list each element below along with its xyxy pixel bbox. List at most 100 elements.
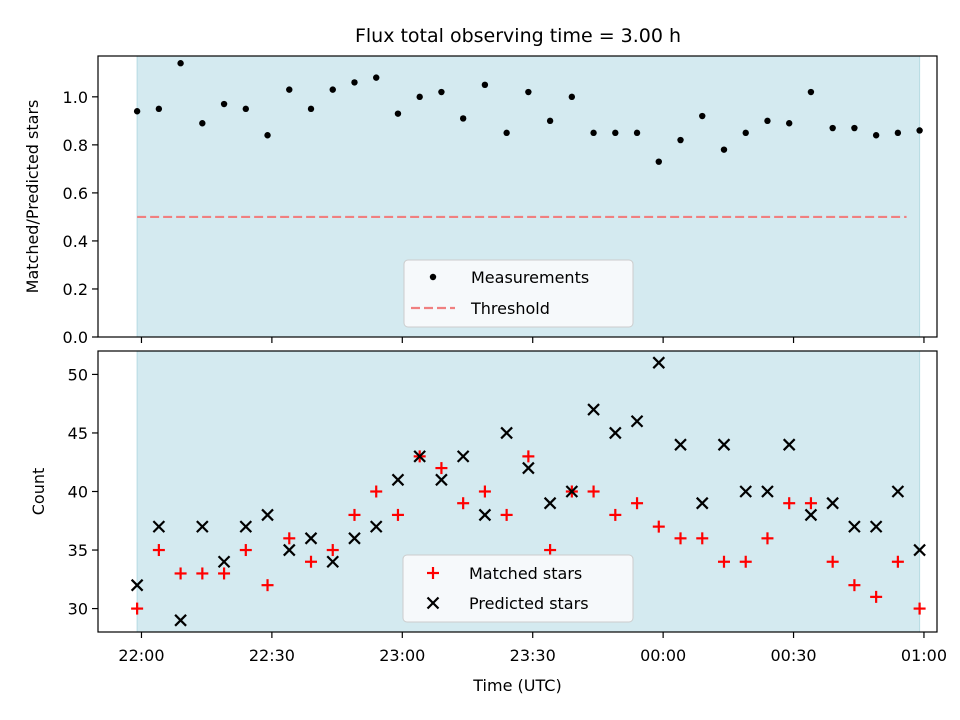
predicted-point: [674, 438, 687, 451]
predicted-point: [217, 555, 231, 569]
matched-point: [196, 567, 209, 580]
cross-stroke-b: [717, 438, 731, 451]
matched-point: [478, 485, 491, 498]
measurement-point: [894, 129, 902, 137]
predicted-point: [152, 520, 166, 533]
measurement-point: [546, 117, 554, 125]
x-tick-label: 22:00: [118, 646, 164, 665]
cross-stroke-b: [304, 532, 318, 545]
cross-stroke-b: [674, 438, 687, 451]
ratio-y-ticks: 0.0 0.2 0.4 0.6 0.8 1.0: [63, 88, 98, 347]
measurement-point: [568, 93, 576, 101]
cross-stroke-b: [587, 403, 600, 416]
predicted-point: [413, 450, 426, 463]
ratio-legend: Measurements Threshold: [403, 259, 634, 328]
measurement-point: [264, 132, 271, 139]
measurement-point: [459, 115, 467, 122]
matched-point: [739, 555, 752, 568]
measurement-point: [503, 129, 510, 137]
predicted-point: [348, 532, 361, 545]
predicted-point: [130, 578, 144, 592]
count-y-axis-label: Count: [29, 468, 48, 516]
x-tick-label: 22:30: [249, 646, 295, 665]
matched-point: [305, 555, 318, 568]
measurement-point: [720, 146, 728, 153]
count-y-tick-label: 45: [68, 424, 88, 443]
measurement-point: [916, 127, 923, 134]
matched-point: [652, 520, 665, 533]
legend-measurement-dot: [429, 273, 437, 281]
count-y-tick-label: 35: [68, 541, 88, 560]
predicted-point: [717, 438, 731, 451]
cross-stroke-b: [261, 508, 274, 522]
cross-stroke-b: [413, 450, 426, 463]
matched-point: [587, 485, 600, 498]
matched-point: [174, 567, 187, 580]
measurement-point: [220, 100, 228, 108]
predicted-point: [174, 614, 187, 627]
measurement-point: [438, 88, 445, 96]
predicted-point: [391, 473, 405, 487]
ratio-legend-box: [403, 259, 634, 328]
cross-stroke-b: [848, 520, 861, 533]
measurement-point: [133, 108, 141, 115]
predicted-point: [326, 555, 340, 569]
cross-stroke-b: [478, 508, 492, 522]
ratio-marks: [133, 60, 923, 219]
x-tick-label: 00:00: [640, 646, 686, 665]
measurement-point: [394, 110, 402, 117]
x-tick-label: 00:30: [770, 646, 816, 665]
measurement-point: [699, 112, 706, 120]
cross-stroke-b: [826, 496, 839, 510]
predicted-point: [435, 473, 448, 487]
measurement-point: [351, 79, 358, 86]
measurement-point: [590, 129, 597, 137]
predicted-point: [500, 426, 513, 440]
predicted-point: [869, 520, 883, 533]
matched-point: [870, 590, 883, 603]
measurement-point: [286, 86, 293, 93]
measurement-point: [373, 74, 380, 81]
predicted-point: [891, 485, 905, 498]
measurement-point: [872, 132, 880, 139]
cross-stroke-b: [369, 520, 383, 533]
predicted-point: [782, 438, 796, 451]
cross-stroke-b: [630, 414, 644, 428]
predicted-point: [282, 543, 296, 557]
measurement-point: [851, 124, 858, 132]
predicted-point: [848, 520, 861, 533]
legend-predicted-label: Predicted stars: [469, 594, 589, 613]
predicted-point: [196, 520, 209, 533]
ratio-y-tick-label: 0.2: [63, 280, 88, 299]
measurement-point: [633, 129, 641, 137]
legend-predicted-marker: [426, 596, 440, 610]
predicted-point: [304, 532, 318, 545]
cross-stroke-b: [348, 532, 361, 545]
matched-point: [674, 532, 687, 545]
matched-point: [696, 532, 709, 545]
ratio-axes-frame: [97, 55, 938, 338]
cross-stroke-b: [391, 473, 405, 487]
matched-point: [913, 602, 926, 615]
ratio-y-axis-label: Matched/Predicted stars: [23, 100, 42, 294]
measurement-point: [829, 124, 836, 132]
cross-stroke-b: [500, 426, 513, 440]
matched-point: [891, 555, 904, 568]
matched-point: [761, 532, 774, 545]
cross-stroke-b: [913, 543, 926, 557]
cross-stroke-b: [869, 520, 883, 533]
predicted-point: [522, 461, 535, 475]
predicted-point: [761, 485, 774, 498]
count-y-tick-label: 50: [68, 365, 88, 384]
predicted-point: [261, 508, 274, 522]
predicted-point: [652, 356, 666, 369]
ratio-panel: 0.0 0.2 0.4 0.6 0.8 1.0 Matched/Predicted sta…: [23, 55, 938, 347]
measurement-point: [785, 120, 793, 127]
cross-stroke-b: [426, 596, 440, 610]
matched-point: [261, 579, 274, 592]
cross-stroke-b: [739, 485, 753, 498]
predicted-point: [369, 520, 383, 533]
matched-point: [826, 555, 839, 568]
predicted-point: [565, 485, 579, 498]
measurement-point: [177, 60, 184, 67]
